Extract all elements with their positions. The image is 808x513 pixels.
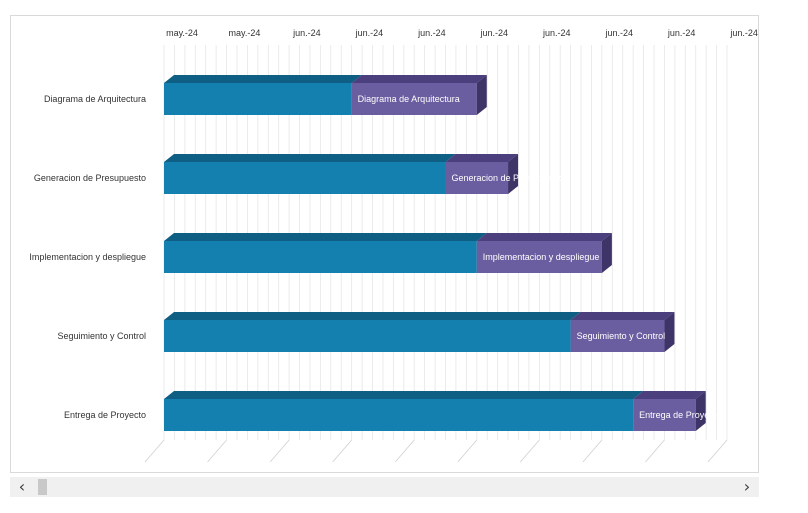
data-label: Implementacion y despliegue [483, 252, 600, 262]
x-tick-label: jun.-24 [480, 28, 509, 38]
category-label: Generacion de Presupuesto [34, 173, 146, 183]
bar-side [695, 391, 706, 431]
x-tick-label: jun.-24 [355, 28, 384, 38]
x-tick-label: jun.-24 [417, 28, 446, 38]
scroll-right-icon[interactable]: › [743, 477, 751, 496]
floor-grid-line [645, 439, 665, 463]
bar-series-2 [570, 320, 665, 352]
bar-top-series-2 [633, 391, 706, 399]
x-tick-label: jun.-24 [667, 28, 696, 38]
floor-grid-line [269, 439, 290, 463]
bar-series-1 [164, 162, 446, 194]
bar-top-series-1 [164, 391, 644, 399]
x-tick-label: jun.-24 [292, 28, 321, 38]
category-label: Diagrama de Arquitectura [44, 94, 146, 104]
bar-top-series-1 [164, 233, 487, 241]
bar-series-1 [164, 83, 352, 115]
data-label: Seguimiento y Control [577, 331, 666, 341]
bar-side [508, 154, 519, 194]
floor-grid-line [144, 439, 165, 463]
bar-top-series-2 [476, 233, 612, 241]
bar-series-2 [445, 162, 509, 194]
bar-side [476, 75, 487, 115]
scrollbar-thumb[interactable] [38, 479, 47, 495]
bar-side [601, 233, 612, 273]
bar-top-series-1 [164, 154, 456, 162]
bar-top-series-2 [445, 154, 519, 162]
category-label: Seguimiento y Control [57, 331, 146, 341]
x-tick-label: jun.-24 [542, 28, 571, 38]
bar-side [664, 312, 675, 352]
bar-series-1 [164, 241, 477, 273]
bar-series-2 [633, 399, 696, 431]
category-label: Entrega de Proyecto [64, 410, 146, 420]
data-label: Diagrama de Arquitectura [358, 94, 460, 104]
floor-grid-line [207, 439, 227, 463]
data-label: Entrega de Proyecto [639, 410, 721, 420]
floor-grid-line [582, 439, 603, 463]
bar-series-1 [164, 399, 634, 431]
floor-grid-line [520, 439, 540, 463]
bar-top-series-2 [570, 312, 675, 320]
bar-top-series-2 [351, 75, 487, 83]
floor-grid-line [457, 439, 478, 463]
bar-series-2 [351, 83, 477, 115]
data-label: Generacion de Presupuesto [452, 173, 564, 183]
floor-grid-line [332, 439, 352, 463]
horizontal-scrollbar[interactable]: ‹ › [10, 477, 759, 497]
scroll-left-icon[interactable]: ‹ [18, 477, 26, 496]
bar-series-2 [476, 241, 602, 273]
bar-top-series-1 [164, 75, 362, 83]
bar-top-series-1 [164, 312, 581, 320]
floor-grid-line [707, 439, 728, 463]
x-tick-label: may.-24 [229, 28, 261, 38]
x-tick-label: may.-24 [166, 28, 198, 38]
category-label: Implementacion y despliegue [29, 252, 146, 262]
bar-series-1 [164, 320, 571, 352]
x-tick-label: jun.-24 [604, 28, 633, 38]
floor-grid-line [394, 439, 415, 463]
x-tick-label: jun.-24 [729, 28, 758, 38]
